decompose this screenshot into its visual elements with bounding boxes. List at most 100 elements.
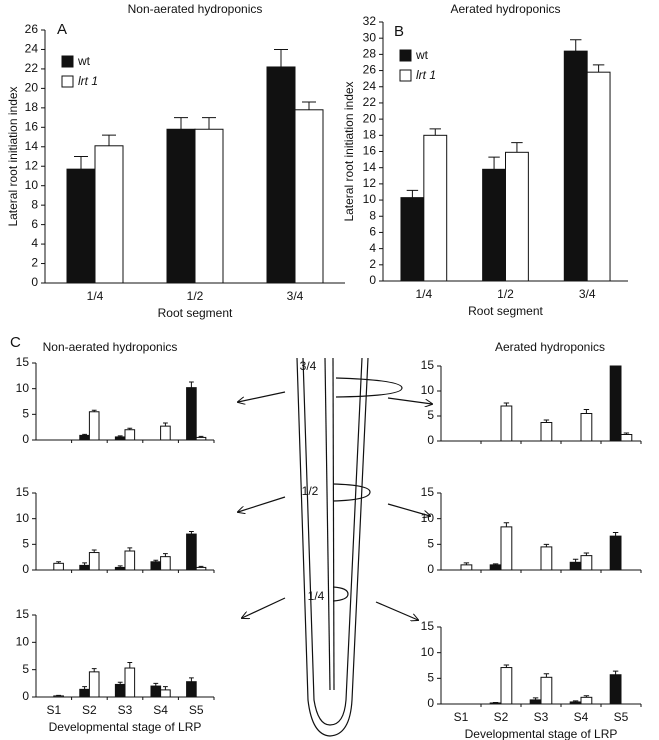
x-tick-label: S1 bbox=[46, 703, 61, 717]
bar bbox=[160, 689, 171, 698]
segment-ring bbox=[332, 586, 349, 602]
error-bar bbox=[127, 427, 133, 430]
root-outline bbox=[296, 357, 369, 737]
error-bar bbox=[511, 142, 523, 153]
error-bar bbox=[163, 686, 168, 690]
x-tick-label: S2 bbox=[494, 710, 509, 724]
legend-swatch bbox=[399, 69, 412, 82]
bar bbox=[114, 566, 126, 571]
y-tick-label: 5 bbox=[427, 537, 434, 551]
legend-swatch bbox=[61, 55, 74, 68]
bar bbox=[266, 66, 296, 284]
error-bar bbox=[56, 694, 62, 696]
x-tick-label: S1 bbox=[454, 710, 469, 724]
y-tick-label: 10 bbox=[421, 645, 435, 659]
bar bbox=[569, 701, 582, 705]
y-tick-label: 5 bbox=[22, 407, 29, 421]
error-bar bbox=[188, 677, 194, 682]
error-bar bbox=[198, 435, 204, 438]
bar bbox=[124, 550, 136, 571]
bar bbox=[580, 413, 593, 442]
bar bbox=[609, 674, 622, 705]
error-bar bbox=[188, 381, 194, 388]
error-bar bbox=[503, 522, 510, 527]
arrow bbox=[387, 503, 430, 516]
bar bbox=[79, 688, 90, 698]
x-tick-label: S5 bbox=[189, 703, 204, 717]
error-bar bbox=[56, 561, 62, 564]
error-bar bbox=[406, 189, 419, 198]
y-tick-label: 14 bbox=[25, 139, 39, 153]
error-bar bbox=[74, 156, 88, 170]
legend-swatch bbox=[61, 75, 74, 88]
error-bar bbox=[429, 128, 441, 136]
y-tick-label: 0 bbox=[369, 273, 376, 287]
error-bar bbox=[543, 419, 550, 423]
bar bbox=[186, 681, 197, 698]
x-axis-label: Root segment bbox=[468, 304, 543, 318]
stele-line bbox=[324, 357, 331, 691]
error-bar bbox=[153, 682, 159, 687]
error-bar bbox=[583, 409, 590, 414]
x-tick-label: 1/4 bbox=[415, 287, 432, 301]
y-tick-label: 20 bbox=[25, 81, 39, 95]
error-bar bbox=[91, 409, 97, 412]
error-bar bbox=[572, 558, 579, 563]
error-bar bbox=[532, 697, 539, 700]
error-bar bbox=[543, 673, 550, 678]
root-diagram bbox=[238, 357, 432, 737]
bar bbox=[79, 434, 90, 441]
y-tick-label: 15 bbox=[16, 607, 30, 621]
y-tick-label: 4 bbox=[369, 241, 376, 255]
x-tick-label: S3 bbox=[118, 703, 133, 717]
bar bbox=[88, 671, 100, 698]
y-tick-label: 2 bbox=[369, 257, 376, 271]
x-tick-label: S5 bbox=[614, 710, 629, 724]
y-tick-label: 6 bbox=[369, 225, 376, 239]
y-tick-label: 0 bbox=[22, 432, 29, 446]
bar bbox=[489, 702, 502, 705]
chart-title: Aerated hydroponics bbox=[450, 2, 560, 16]
y-tick-label: 26 bbox=[363, 63, 377, 77]
y-tick-label: 6 bbox=[31, 217, 38, 231]
panel-label: A bbox=[57, 21, 67, 38]
x-tick-label: S4 bbox=[574, 710, 589, 724]
bar bbox=[186, 533, 197, 571]
x-tick-label: S3 bbox=[534, 710, 549, 724]
y-tick-label: 15 bbox=[421, 619, 435, 633]
error-bar bbox=[82, 562, 87, 566]
bar bbox=[569, 561, 582, 571]
panel-label: C bbox=[10, 334, 21, 351]
legend-label: wt bbox=[415, 48, 429, 62]
x-tick-label: S2 bbox=[82, 703, 97, 717]
error-bar bbox=[198, 565, 204, 568]
y-tick-label: 16 bbox=[363, 144, 377, 158]
bar bbox=[540, 676, 553, 705]
y-tick-label: 14 bbox=[363, 160, 377, 174]
error-bar bbox=[570, 39, 582, 52]
bar bbox=[423, 134, 448, 282]
error-bar bbox=[583, 552, 590, 556]
bar bbox=[66, 168, 96, 284]
x-axis-label: Developmental stage of LRP bbox=[49, 720, 202, 734]
bar bbox=[166, 128, 196, 284]
y-tick-label: 2 bbox=[31, 256, 38, 270]
bar bbox=[529, 699, 542, 705]
y-tick-label: 10 bbox=[16, 511, 30, 525]
y-axis-label: Lateral root initiation index bbox=[342, 81, 356, 221]
error-bar bbox=[82, 686, 87, 690]
chart-title: Aerated hydroponics bbox=[495, 340, 605, 354]
error-bar bbox=[163, 553, 168, 557]
error-bar bbox=[82, 433, 87, 436]
y-tick-label: 0 bbox=[427, 562, 434, 576]
bar bbox=[53, 695, 64, 698]
y-tick-label: 22 bbox=[363, 95, 377, 109]
y-tick-label: 20 bbox=[363, 111, 377, 125]
y-tick-label: 8 bbox=[31, 197, 38, 211]
error-bar bbox=[463, 562, 470, 565]
error-bar bbox=[127, 547, 133, 552]
legend-label: lrt 1 bbox=[416, 68, 436, 82]
y-tick-label: 0 bbox=[427, 433, 434, 447]
error-bar bbox=[612, 670, 619, 675]
y-tick-label: 24 bbox=[25, 42, 39, 56]
